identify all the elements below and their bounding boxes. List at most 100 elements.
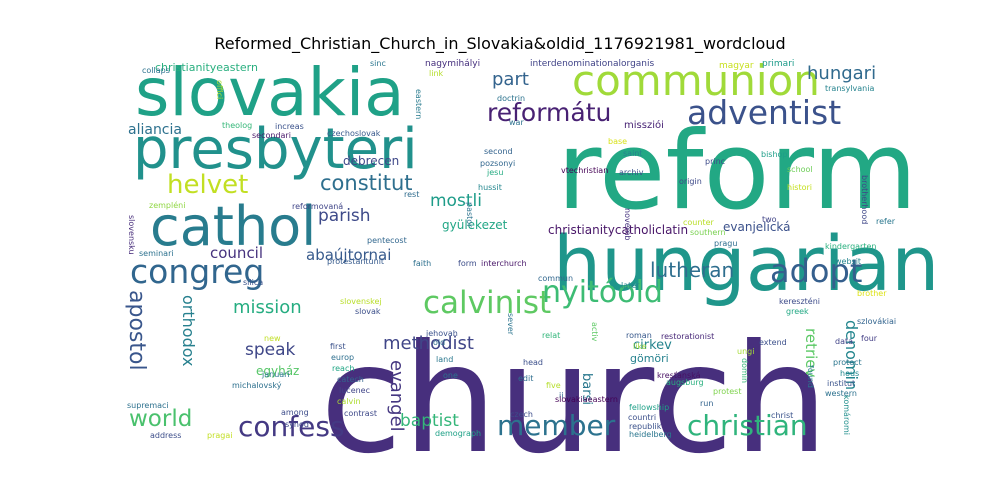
word-68: archiv [619, 168, 644, 177]
word-113: hous [840, 369, 860, 378]
word-19: apostol [124, 290, 149, 371]
word-44: christianityeastern [155, 61, 258, 74]
word-34: abaújtornai [306, 246, 392, 264]
word-16: helvet [167, 170, 249, 200]
word-73: histori [787, 183, 813, 192]
word-119: catech [337, 375, 364, 384]
word-147: fellowship [629, 403, 670, 412]
word-56: theolog [222, 121, 253, 130]
word-7: adventist [687, 93, 842, 132]
word-90: pragu [714, 239, 738, 248]
word-153: address [150, 431, 182, 440]
word-29: baptist [400, 411, 459, 431]
word-125: head [523, 358, 543, 367]
word-138: protest [713, 387, 742, 396]
word-15: reformátu [487, 98, 612, 127]
word-74: brotherhood [860, 175, 869, 225]
word-59: czechoslovak [327, 129, 381, 138]
word-112: protect [833, 358, 862, 367]
word-124: one [443, 371, 458, 380]
word-42: egyház [256, 364, 300, 378]
word-97: later [621, 281, 640, 290]
word-83: faith [413, 259, 432, 268]
word-3: slovakia [135, 54, 405, 131]
word-101: szlovákiai [857, 317, 897, 326]
word-47: interdenominationalorganis [530, 59, 655, 69]
word-121: jehovah [426, 329, 458, 338]
word-72: school [787, 165, 813, 174]
word-69: vtechristian [561, 166, 609, 175]
word-21: lutheran [650, 258, 735, 282]
word-99: kereszténi [779, 297, 821, 306]
word-71: origin [679, 177, 702, 186]
word-51: collaps [142, 66, 170, 75]
word-62: second [484, 147, 513, 156]
word-30: speak [245, 340, 296, 360]
word-85: interchurch [481, 259, 527, 268]
word-92: refer [876, 217, 896, 226]
word-141: christ [771, 411, 794, 420]
word-60: eastern [414, 89, 423, 120]
word-89: southern [690, 228, 726, 237]
word-82: protestantunit [327, 257, 385, 266]
word-9: calvinist [423, 285, 552, 321]
word-126: edit [518, 374, 534, 383]
word-84: form [458, 259, 477, 268]
word-122: old [433, 338, 446, 347]
word-12: member [497, 409, 616, 442]
word-151: demograph [435, 429, 482, 438]
word-66: saint [623, 149, 643, 158]
word-57: increas [275, 122, 304, 131]
word-41: gyülekezet [442, 218, 508, 232]
word-14: confess [238, 410, 345, 443]
word-133: augsburg [666, 378, 704, 387]
word-70: princ [705, 157, 726, 166]
word-150: republik [629, 422, 662, 431]
word-40: debrecen [343, 154, 400, 168]
word-140: komáromi [842, 395, 851, 435]
word-142: michalovský [232, 381, 282, 390]
word-123: land [436, 355, 454, 364]
word-102: slovenskej [340, 297, 382, 306]
word-54: doctrin [497, 94, 526, 103]
word-109: extend [759, 338, 787, 347]
word-1: reform [557, 109, 918, 234]
word-144: calvin [337, 397, 361, 406]
word-96: commun [538, 274, 574, 283]
word-52: sinc [370, 59, 386, 68]
word-80: seminari [139, 249, 174, 258]
word-130: western [825, 389, 857, 398]
word-5: cathol [150, 195, 317, 258]
word-106: roman [626, 331, 652, 340]
word-95: silica [243, 278, 264, 287]
word-148: countri [628, 413, 657, 422]
word-25: methodist [383, 333, 474, 354]
word-46: nagymihályi [425, 59, 481, 69]
word-94: websit [835, 257, 862, 266]
word-103: slovak [355, 307, 381, 316]
word-105: relat [542, 331, 561, 340]
word-108: restorationist [661, 332, 715, 341]
word-61: war [509, 118, 524, 127]
word-37: christianitycatholiclatin [548, 223, 689, 237]
word-77: rest [404, 190, 420, 199]
word-120: lučenec [339, 386, 371, 395]
word-13: christian [687, 409, 808, 442]
word-81: pentecost [367, 236, 407, 245]
word-110: data [835, 337, 854, 346]
word-65: base [608, 137, 628, 146]
word-127: activ [590, 322, 599, 342]
word-131: institut [827, 379, 856, 388]
word-33: council [210, 244, 264, 262]
word-23: mostli [430, 191, 482, 211]
word-6: communion [572, 56, 820, 105]
word-134: five [546, 381, 561, 390]
word-45: missziói [624, 120, 664, 131]
word-136: slovakiaeastern [555, 395, 618, 404]
word-132: kresťanská [657, 371, 701, 380]
word-145: among [281, 408, 309, 417]
word-27: orthodox [179, 295, 198, 367]
word-53: link [429, 69, 444, 78]
chart-title: Reformed_Christian_Church_in_Slovakia&ol… [214, 34, 786, 53]
word-55: offici [215, 80, 224, 100]
